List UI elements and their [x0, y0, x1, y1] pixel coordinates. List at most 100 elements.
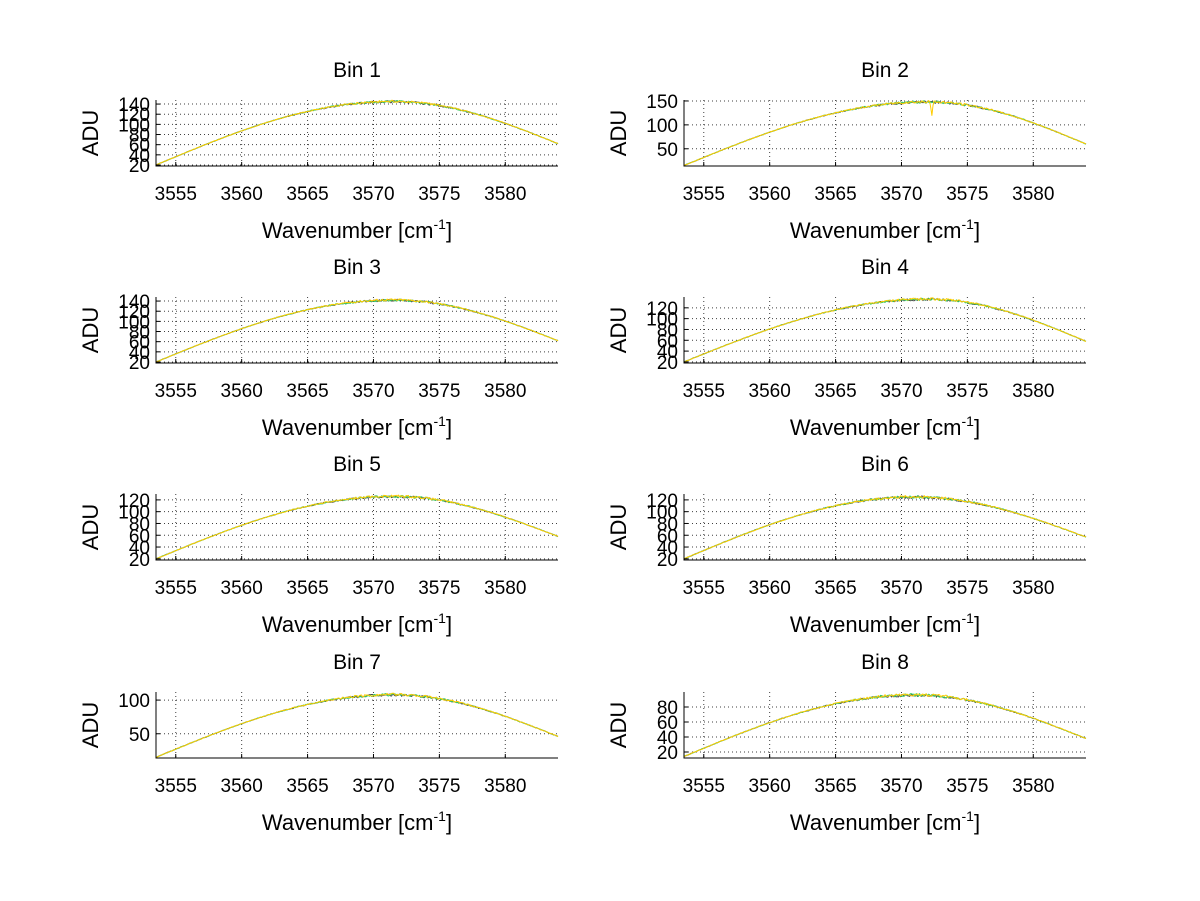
x-axis-label: Wavenumber [cm-1] — [262, 808, 452, 835]
y-tick-label: 100 — [118, 312, 150, 333]
series-line-trace-3 — [155, 99, 559, 166]
y-axis-label: ADU — [606, 702, 631, 748]
x-axis-label: Wavenumber [cm-1] — [790, 216, 980, 243]
y-tick-label: 150 — [646, 92, 678, 113]
x-tick-label: 3580 — [1012, 776, 1054, 797]
x-axis-label: Wavenumber [cm-1] — [790, 413, 980, 440]
x-tick-label: 3560 — [749, 578, 791, 599]
y-tick-label: 20 — [657, 353, 678, 374]
x-tick-label: 3555 — [683, 776, 725, 797]
x-tick-label: 3565 — [814, 776, 856, 797]
series-line-trace-3 — [683, 495, 1087, 560]
axis-frame — [683, 297, 1086, 364]
subplot-1: Bin 1 3555 3560 3565 3570 3575 3580 20406080100… — [78, 59, 559, 243]
y-tick-label: 140 — [118, 95, 150, 116]
x-axis-label-text: Wavenumber [cm — [262, 810, 434, 835]
y-axis-label: ADU — [78, 504, 103, 550]
x-axis-label-superscript: -1 — [962, 413, 975, 429]
series-line-trace-3 — [683, 693, 1087, 758]
x-tick-label: 3560 — [749, 184, 791, 205]
x-axis-label-text: Wavenumber [cm — [790, 218, 962, 243]
y-tick-label: 20 — [657, 550, 678, 571]
y-tick-label: 20 — [129, 353, 150, 374]
series-line-trace-3 — [683, 297, 1087, 363]
series-line-trace-1 — [155, 693, 559, 758]
y-tick-label: 40 — [657, 728, 678, 749]
subplot-7: Bin 7 3555 3560 3565 3570 3575 3580 50 100 ADU Wav… — [78, 651, 559, 835]
y-tick-label: 40 — [129, 343, 150, 364]
series-line-trace-2 — [683, 693, 1087, 757]
x-tick-label: 3580 — [484, 381, 526, 402]
x-axis-label: Wavenumber [cm-1] — [790, 808, 980, 835]
y-tick-label: 50 — [129, 725, 150, 746]
y-tick-label: 60 — [129, 333, 150, 354]
y-axis-label: ADU — [606, 110, 631, 156]
y-tick-label: 140 — [118, 292, 150, 313]
y-tick-label: 60 — [129, 526, 150, 547]
y-tick-label: 50 — [657, 140, 678, 161]
series-line-trace-2 — [683, 100, 1087, 167]
x-axis-label-close: ] — [974, 415, 980, 440]
y-tick-label: 80 — [657, 320, 678, 341]
axis-frame — [155, 100, 558, 167]
x-tick-label: 3580 — [1012, 578, 1054, 599]
x-tick-label: 3560 — [749, 776, 791, 797]
y-tick-label: 20 — [657, 743, 678, 764]
x-tick-label: 3580 — [1012, 381, 1054, 402]
x-tick-label: 3570 — [352, 578, 394, 599]
axis-frame — [683, 100, 1086, 167]
x-axis-label-superscript: -1 — [434, 808, 447, 824]
axis-frame — [155, 692, 558, 759]
y-tick-label: 40 — [129, 538, 150, 559]
x-tick-label: 3560 — [749, 381, 791, 402]
x-axis-label-superscript: -1 — [434, 216, 447, 232]
y-tick-label: 60 — [129, 136, 150, 157]
y-tick-label: 40 — [657, 538, 678, 559]
x-tick-label: 3555 — [155, 776, 197, 797]
series-line-trace-1 — [683, 693, 1087, 757]
axis-frame — [155, 297, 558, 364]
subplot-title: Bin 2 — [861, 59, 909, 82]
x-tick-label: 3555 — [683, 381, 725, 402]
series-line-trace-1 — [155, 298, 559, 363]
y-tick-label: 100 — [646, 310, 678, 331]
x-tick-label: 3575 — [946, 184, 988, 205]
x-tick-label: 3560 — [221, 578, 263, 599]
y-tick-label: 80 — [657, 698, 678, 719]
series-line-trace-1 — [683, 100, 1087, 167]
y-tick-label: 80 — [129, 514, 150, 535]
x-tick-label: 3580 — [484, 184, 526, 205]
x-tick-label: 3570 — [352, 776, 394, 797]
series-line-trace-1 — [684, 495, 1087, 560]
series-line-trace-1 — [155, 100, 559, 166]
axis-frame — [155, 494, 558, 561]
x-axis-label: Wavenumber [cm-1] — [790, 610, 980, 637]
x-tick-label: 3555 — [155, 578, 197, 599]
subplot-title: Bin 7 — [333, 651, 381, 674]
series-line-trace-2 — [683, 495, 1087, 560]
x-tick-label: 3565 — [286, 578, 328, 599]
x-axis-label-close: ] — [974, 810, 980, 835]
x-tick-label: 3570 — [352, 184, 394, 205]
x-tick-label: 3575 — [418, 184, 460, 205]
y-tick-label: 20 — [129, 156, 150, 177]
x-axis-label-close: ] — [446, 810, 452, 835]
x-axis-label: Wavenumber [cm-1] — [262, 216, 452, 243]
x-tick-label: 3570 — [352, 381, 394, 402]
x-tick-label: 3580 — [1012, 184, 1054, 205]
y-tick-label: 120 — [646, 299, 678, 320]
subplot-4: Bin 4 3555 3560 3565 3570 3575 3580 20406080100… — [606, 256, 1087, 440]
y-tick-label: 80 — [129, 126, 150, 147]
y-tick-label: 120 — [118, 302, 150, 323]
x-axis-label: Wavenumber [cm-1] — [262, 610, 452, 637]
x-axis-label-close: ] — [974, 218, 980, 243]
x-tick-label: 3575 — [946, 776, 988, 797]
x-tick-label: 3580 — [484, 776, 526, 797]
x-axis-label-superscript: -1 — [962, 216, 975, 232]
x-tick-label: 3565 — [286, 381, 328, 402]
y-axis-label: ADU — [606, 307, 631, 353]
subplot-6: Bin 6 3555 3560 3565 3570 3575 3580 20406080100… — [606, 453, 1087, 637]
x-axis-label-superscript: -1 — [962, 610, 975, 626]
